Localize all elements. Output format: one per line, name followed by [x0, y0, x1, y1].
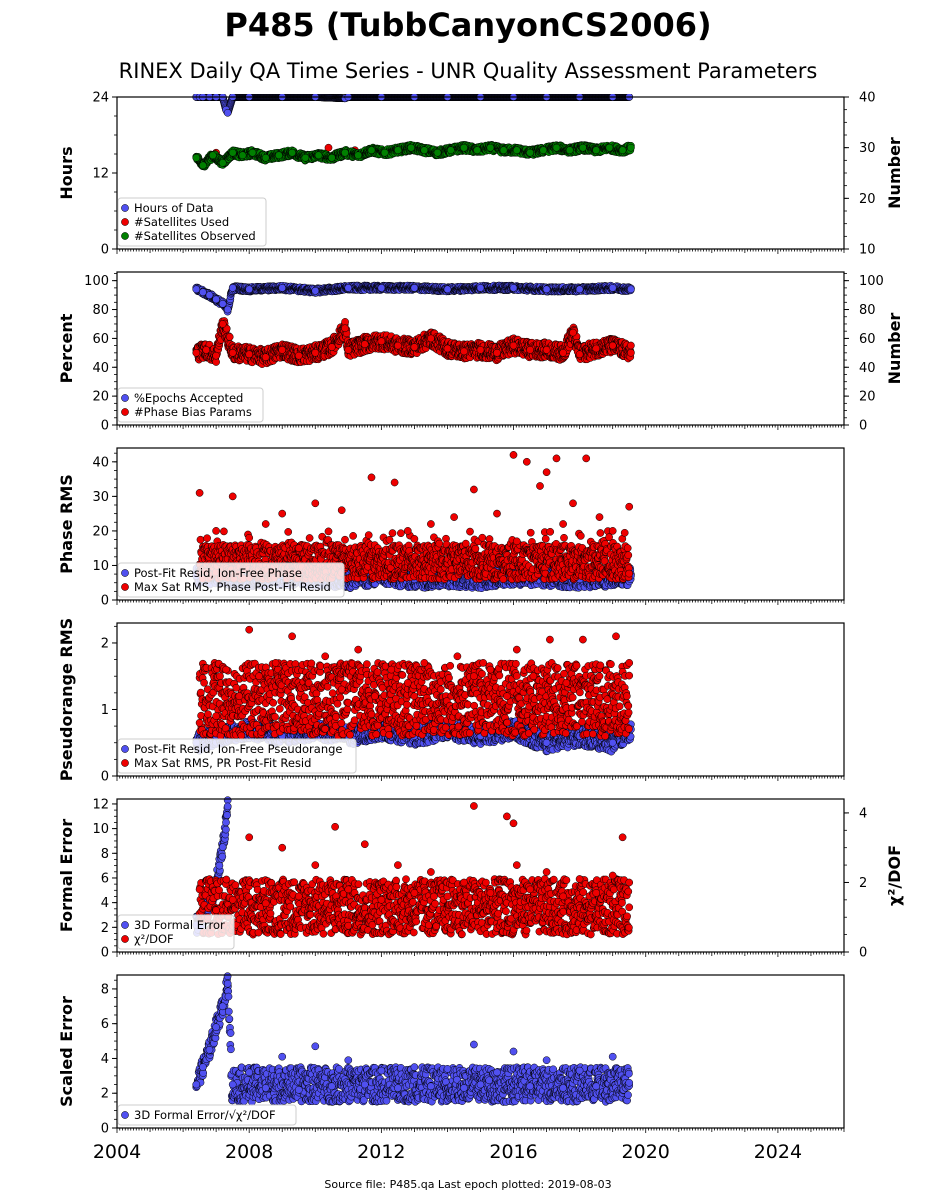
data-point: [592, 146, 601, 155]
y-axis-label: Hours: [57, 146, 76, 199]
y-right-tick-label: 40: [859, 91, 876, 106]
data-point: [575, 285, 584, 294]
data-point: [228, 148, 237, 157]
legend-marker: [121, 204, 129, 212]
data-point: [208, 151, 217, 160]
data-point: [314, 151, 323, 160]
data-point: [367, 146, 376, 155]
y-right-tick-label: 30: [859, 141, 876, 156]
y-axis-right-label: Number: [885, 137, 904, 209]
data-point: [344, 284, 353, 292]
figure-title: P485 (TubbCanyonCS2006): [224, 6, 711, 44]
y-tick-label: 0: [101, 243, 109, 258]
data-point: [579, 143, 587, 152]
y-right-tick-label: 10: [859, 243, 876, 258]
data-point: [512, 146, 521, 155]
data-point: [420, 146, 429, 155]
data-point: [223, 305, 232, 314]
data-point: [476, 284, 485, 292]
data-point: [627, 285, 635, 294]
data-point: [278, 284, 287, 292]
data-point: [499, 146, 508, 155]
y-tick-label: 12: [92, 167, 109, 182]
series-percent-0: [192, 281, 635, 316]
data-point: [341, 318, 349, 326]
data-point: [225, 333, 234, 341]
data-point: [433, 148, 442, 157]
data-point: [212, 295, 220, 304]
legend-label: #Satellites Used: [134, 215, 229, 229]
data-point: [199, 288, 207, 297]
y-right-tick-label: 20: [859, 192, 876, 207]
data-point: [245, 285, 254, 294]
figure-subtitle: RINEX Daily QA Time Series - UNR Quality…: [119, 59, 818, 83]
data-point: [311, 286, 320, 295]
legend-label: Hours of Data: [134, 201, 214, 215]
data-point: [377, 284, 386, 292]
data-point: [542, 285, 551, 294]
data-point: [486, 143, 495, 152]
data-point: [192, 153, 201, 162]
data-point: [218, 299, 227, 308]
data-point: [565, 146, 574, 155]
data-point: [539, 146, 548, 155]
data-point: [288, 148, 296, 157]
series-hours-2: [192, 140, 635, 171]
legend-marker: [121, 232, 129, 240]
data-point: [460, 143, 468, 152]
data-point: [380, 148, 389, 157]
data-point: [627, 143, 635, 152]
data-point: [205, 291, 214, 299]
data-point: [608, 284, 617, 292]
data-point: [354, 151, 363, 160]
data-point: [410, 284, 419, 292]
data-point: [275, 151, 283, 160]
data-point: [407, 143, 415, 152]
markers-percent: [192, 281, 635, 368]
data-point: [605, 143, 614, 152]
data-point: [199, 161, 207, 170]
data-point: [248, 148, 257, 157]
data-point: [552, 143, 561, 152]
data-point: [223, 108, 232, 117]
data-point: [473, 146, 482, 155]
data-point: [238, 151, 247, 160]
data-point: [446, 146, 455, 155]
markers-hours: [192, 94, 635, 171]
legend-marker: [121, 218, 129, 226]
data-point: [394, 146, 402, 155]
legend-label: #Satellites Observed: [134, 229, 256, 243]
data-point: [301, 153, 310, 162]
data-point: [443, 285, 452, 294]
series-percent-1: [192, 317, 635, 368]
data-point: [618, 146, 627, 155]
data-point: [526, 148, 534, 157]
data-point: [509, 284, 518, 292]
y-tick-label: 24: [92, 91, 109, 106]
data-point: [261, 153, 270, 162]
data-point: [341, 148, 349, 157]
data-point: [218, 159, 227, 167]
data-point: [228, 284, 237, 292]
data-point: [327, 153, 336, 162]
data-point: [192, 285, 201, 294]
